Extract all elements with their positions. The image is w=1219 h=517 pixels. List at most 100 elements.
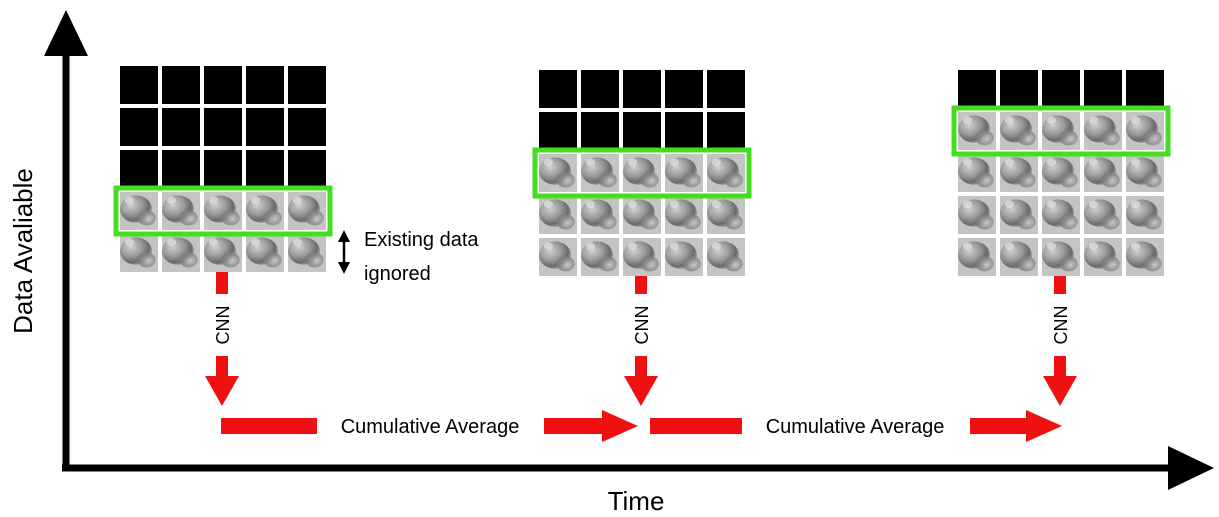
data-patch [539, 196, 577, 234]
empty-cell [120, 108, 158, 146]
data-patch [581, 238, 619, 276]
data-grid-3 [951, 70, 1171, 276]
data-patch [1084, 196, 1122, 234]
empty-cell [120, 150, 158, 188]
empty-cell [1126, 70, 1164, 108]
data-patch [958, 196, 996, 234]
annotation-line-2: ignored [364, 263, 431, 285]
empty-cell [246, 108, 284, 146]
data-patch [120, 234, 158, 272]
data-patch [1000, 112, 1038, 150]
empty-cell [204, 150, 242, 188]
empty-cell [120, 66, 158, 104]
empty-cell [581, 70, 619, 108]
empty-cell [288, 66, 326, 104]
data-grid-2 [532, 70, 752, 276]
data-patch [623, 238, 661, 276]
x-axis-label: Time [608, 486, 665, 516]
cnn-label-3: CNN [1051, 306, 1071, 345]
empty-cell [539, 70, 577, 108]
cnn-label-2: CNN [632, 306, 652, 345]
empty-cell [707, 112, 745, 150]
empty-cell [162, 150, 200, 188]
average-label-1: Cumulative Average [341, 416, 520, 438]
data-patch [1042, 112, 1080, 150]
data-patch [958, 112, 996, 150]
empty-cell [623, 70, 661, 108]
data-patch [1126, 112, 1164, 150]
empty-cell [1000, 70, 1038, 108]
empty-cell [162, 66, 200, 104]
annotation-line-1: Existing data [364, 229, 479, 251]
data-patch [1084, 112, 1122, 150]
data-patch [1000, 238, 1038, 276]
empty-cell [707, 70, 745, 108]
double-arrow-head-down [338, 262, 350, 274]
cnn-arrow-1: CNN [205, 272, 239, 406]
empty-cell [581, 112, 619, 150]
data-patch [707, 196, 745, 234]
data-patch [1084, 238, 1122, 276]
data-patch [665, 238, 703, 276]
data-patch [1126, 238, 1164, 276]
cnn-label-1: CNN [213, 306, 233, 345]
data-patch [1000, 196, 1038, 234]
data-patch [120, 192, 158, 230]
empty-cell [665, 112, 703, 150]
axes [44, 10, 1214, 490]
sliding-window-outline [532, 147, 752, 199]
empty-cell [246, 66, 284, 104]
empty-cell [162, 108, 200, 146]
average-arrow-2: Cumulative Average [650, 410, 1062, 442]
data-patch [581, 154, 619, 192]
empty-cell [246, 150, 284, 188]
data-patch [245, 192, 284, 230]
data-patch [623, 196, 661, 234]
empty-cell [958, 70, 996, 108]
data-grid-1 [113, 66, 333, 272]
data-patch [1084, 154, 1122, 192]
empty-cell [665, 70, 703, 108]
data-patch [1000, 154, 1038, 192]
data-patch [1042, 238, 1080, 276]
empty-cell [288, 150, 326, 188]
empty-cell [1042, 70, 1080, 108]
data-patch [288, 192, 326, 230]
x-axis-arrowhead [1168, 446, 1214, 490]
data-patch [1042, 196, 1080, 234]
sliding-window-outline [113, 185, 333, 237]
data-patch [623, 154, 661, 192]
data-patch [665, 154, 703, 192]
data-patch [539, 154, 577, 192]
data-patch [707, 238, 745, 276]
average-label-2: Cumulative Average [766, 416, 945, 438]
data-patch [204, 234, 242, 272]
data-patch [204, 192, 242, 230]
data-patch [1042, 154, 1080, 192]
sliding-window-outline [951, 105, 1171, 157]
average-arrow-1: Cumulative Average [221, 410, 638, 442]
y-axis-arrowhead [44, 10, 88, 56]
data-patch [1126, 154, 1164, 192]
empty-cell [623, 112, 661, 150]
empty-cell [204, 66, 242, 104]
empty-cell [204, 108, 242, 146]
data-patch [1126, 196, 1164, 234]
empty-cell [1084, 70, 1122, 108]
data-patch [958, 238, 996, 276]
cnn-arrow-3: CNN [1043, 276, 1077, 406]
data-patch [539, 238, 577, 276]
empty-cell [288, 108, 326, 146]
data-patch [245, 234, 284, 272]
y-axis-label: Data Avaliable [8, 168, 38, 334]
data-patch [707, 154, 745, 192]
data-patch [958, 154, 996, 192]
data-patch [162, 234, 200, 272]
data-patch [665, 196, 703, 234]
cnn-arrow-2: CNN [624, 276, 658, 406]
double-arrow-head-up [338, 230, 350, 242]
data-patch [581, 196, 619, 234]
ignored-data-annotation: Existing data ignored [338, 229, 479, 285]
data-patch [288, 234, 326, 272]
